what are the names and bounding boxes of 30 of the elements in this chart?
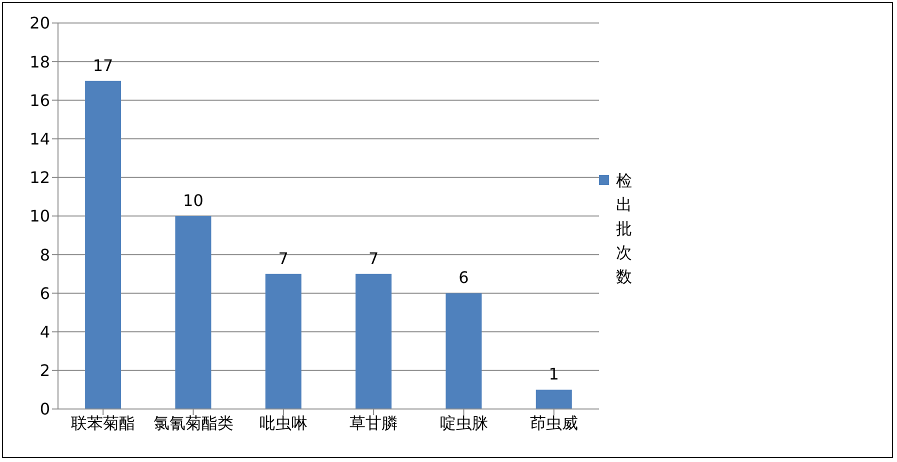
x-tick-label: 草甘膦 (350, 413, 398, 432)
bar (536, 390, 572, 409)
bar (356, 274, 392, 409)
y-tick-label: 12 (30, 168, 50, 188)
x-tick-label: 茚虫威 (530, 413, 578, 432)
y-tick-label: 2 (40, 361, 50, 380)
bar (85, 80, 122, 409)
y-tick-label: 10 (30, 206, 50, 226)
x-tick-label: 吡虫啉 (259, 413, 308, 432)
y-tick-label: 18 (30, 52, 50, 72)
bar (265, 274, 302, 409)
y-tick-label: 6 (40, 284, 50, 303)
x-tick-label: 氯氰菊酯类 (153, 413, 234, 432)
y-tick-label: 14 (30, 129, 50, 148)
data-label: 7 (278, 248, 288, 268)
y-tick-label: 0 (40, 400, 50, 419)
bar (175, 216, 212, 409)
data-label: 6 (458, 268, 469, 288)
y-tick-label: 16 (30, 90, 50, 110)
data-label: 1 (548, 364, 559, 384)
data-label: 7 (368, 248, 379, 268)
x-tick-label: 联苯菊酯 (71, 413, 136, 432)
y-tick-label: 4 (40, 322, 50, 342)
bar (446, 293, 482, 409)
legend-label: 检出批次数 (615, 170, 633, 288)
data-label: 10 (183, 191, 204, 210)
x-tick-label: 啶虫脒 (440, 413, 488, 432)
y-tick-label: 8 (40, 245, 50, 264)
y-tick-label: 20 (30, 14, 50, 33)
data-label: 17 (92, 56, 114, 75)
